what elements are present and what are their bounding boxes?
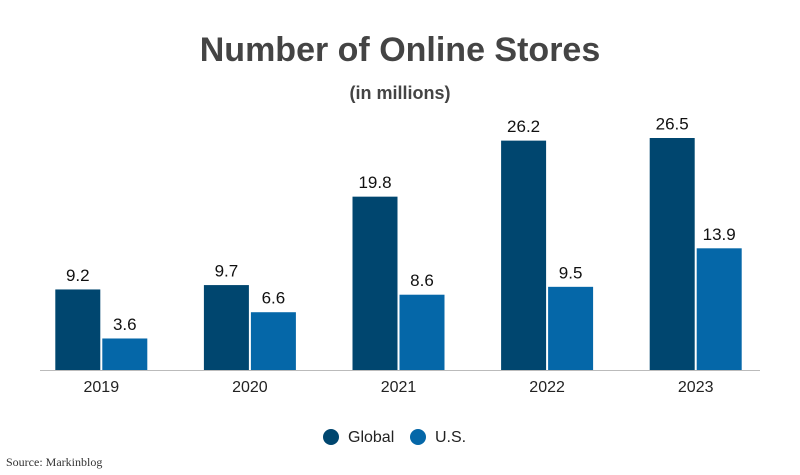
bar <box>352 196 398 370</box>
x-tick-label: 2020 <box>232 379 268 396</box>
value-label: 3.6 <box>113 315 137 334</box>
bar <box>548 286 594 370</box>
chart-title: Number of Online Stores <box>200 31 601 69</box>
legend-marker <box>323 429 339 445</box>
legend-label: U.S. <box>435 429 466 446</box>
legend-label: Global <box>348 429 394 446</box>
bar <box>102 338 148 370</box>
value-label: 6.6 <box>262 289 286 308</box>
x-tick-label: 2023 <box>678 379 714 396</box>
source: Source: Markinblog <box>6 455 102 469</box>
value-label: 9.2 <box>66 266 90 285</box>
x-tick-label: 2019 <box>84 379 120 396</box>
value-label: 8.6 <box>410 271 434 290</box>
value-label: 13.9 <box>703 225 736 244</box>
bar <box>501 140 547 370</box>
value-label: 26.2 <box>507 117 540 136</box>
value-label: 19.8 <box>358 173 391 192</box>
x-tick-label: 2021 <box>381 379 417 396</box>
bar <box>649 138 695 370</box>
chart-subtitle: (in millions) <box>350 83 451 103</box>
bar <box>55 289 101 370</box>
bar <box>696 248 742 370</box>
bar <box>250 312 296 370</box>
legend-marker <box>410 429 426 445</box>
value-label: 9.7 <box>215 262 239 281</box>
bar <box>203 285 249 370</box>
x-tick-label: 2022 <box>529 379 565 396</box>
bar <box>399 294 445 370</box>
value-label: 26.5 <box>656 114 689 133</box>
value-label: 9.5 <box>559 263 583 282</box>
